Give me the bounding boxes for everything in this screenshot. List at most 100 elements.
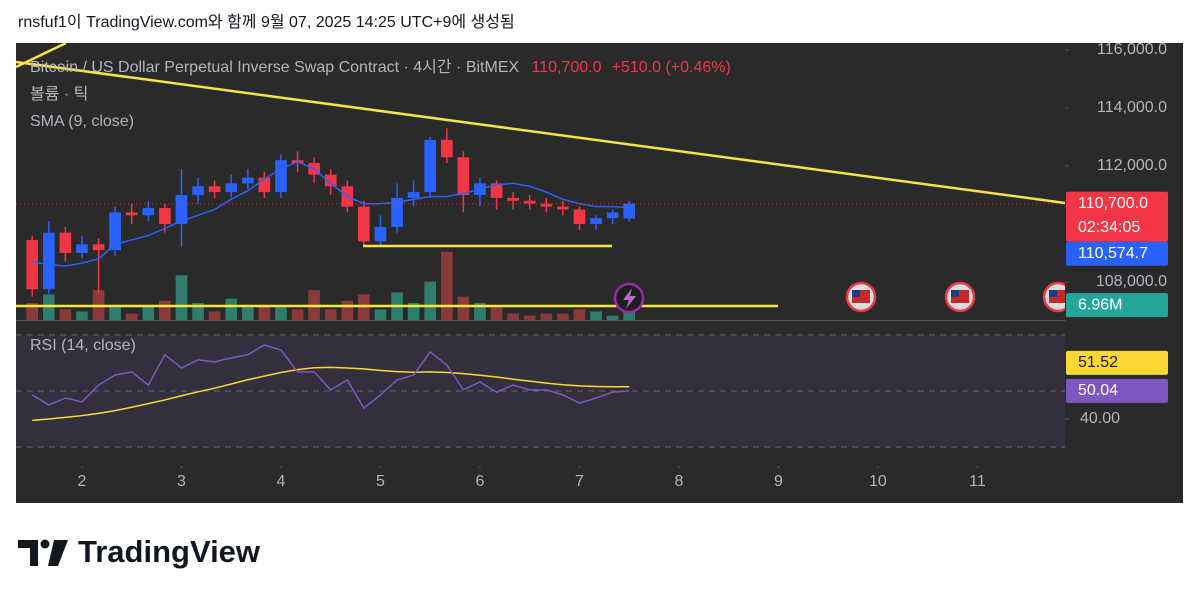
- rsi-ma-label: 51.52: [1078, 354, 1118, 371]
- candle-body: [175, 194, 188, 224]
- x-tick-label: 10: [869, 473, 887, 490]
- volume-bar: [192, 302, 204, 320]
- symbol-title: Bitcoin / US Dollar Perpetual Inverse Sw…: [30, 58, 520, 76]
- volume-bar: [208, 311, 221, 320]
- volume-bar: [225, 298, 238, 320]
- volume-bar: [242, 307, 254, 320]
- candle-body: [43, 232, 55, 290]
- volume-bar: [573, 309, 586, 320]
- candle-body: [92, 244, 105, 251]
- candle-body: [557, 206, 569, 210]
- sma-line: [32, 160, 630, 267]
- y-tick-label: 112,000.0: [1097, 157, 1167, 174]
- volume-bar: [291, 309, 304, 320]
- x-tick-label: 9: [774, 473, 783, 490]
- last-price-box: [1066, 191, 1168, 242]
- candle-body: [192, 186, 204, 195]
- sma-label-box: [1066, 241, 1168, 266]
- candle-body: [242, 177, 254, 184]
- sma-label: 110,574.7: [1078, 245, 1148, 262]
- price-axis: [1065, 43, 1183, 503]
- volume-bar: [125, 313, 138, 320]
- volume-bar: [441, 251, 453, 320]
- candle-body: [76, 244, 88, 253]
- trend-line: [15, 41, 67, 69]
- candle-body: [391, 197, 403, 227]
- rsi-label-box: [1066, 378, 1168, 403]
- candle-body: [424, 139, 437, 193]
- volume-bar: [424, 281, 437, 320]
- candle-body: [159, 208, 171, 224]
- logo: TradingView: [18, 534, 261, 569]
- x-tick-label: 11: [969, 473, 986, 490]
- volume-bar: [490, 307, 503, 320]
- x-tick-label: 8: [674, 473, 683, 490]
- rsi-title: RSI (14, close): [30, 337, 136, 354]
- rsi-ma-label-box: [1066, 350, 1168, 375]
- legend: Bitcoin / US Dollar Perpetual Inverse Sw…: [30, 58, 731, 354]
- candle-body: [225, 183, 238, 193]
- candle-body: [109, 212, 121, 251]
- x-tick-label: 7: [575, 473, 584, 490]
- axis-layer: 2 3 4 5 6 7 8 9 10 11 116,000.0 114,000.0 112,000.0 1…: [78, 41, 1168, 490]
- volume-bar: [590, 311, 602, 320]
- header: rnsfuf1이 TradingView.com와 함께 9월 07, 2025…: [18, 13, 515, 31]
- candle-body: [142, 208, 155, 216]
- candle-body: [125, 212, 138, 216]
- candle-body: [623, 203, 636, 219]
- x-tick-label: 6: [476, 473, 485, 490]
- y-tick-label: 108,000.0: [1096, 273, 1167, 290]
- candle-body: [26, 239, 39, 290]
- rsi-line: [31, 344, 630, 410]
- x-tick-label: 5: [376, 473, 385, 490]
- volume-bar: [175, 275, 188, 320]
- volume-label-box: [1066, 293, 1168, 318]
- volume-bar: [341, 300, 354, 320]
- candle-body: [457, 157, 470, 195]
- candle-body: [441, 139, 453, 158]
- candle-body: [523, 200, 536, 204]
- rsi-label: 50.04: [1078, 382, 1118, 399]
- volume-bar: [109, 307, 121, 320]
- candle-body: [324, 174, 337, 187]
- candle-body: [507, 197, 519, 201]
- logo-text: TradingView: [78, 534, 261, 569]
- candle-body: [606, 212, 619, 219]
- volume-bar: [374, 309, 387, 320]
- volume-bar: [457, 296, 470, 320]
- volume-bar: [324, 309, 337, 320]
- volume-bar: [523, 315, 536, 320]
- volume-bar: [474, 302, 486, 320]
- volume-bar: [76, 311, 88, 320]
- candle-body: [374, 226, 387, 242]
- volume-bar: [606, 315, 619, 320]
- candle-body: [590, 218, 602, 224]
- candle-body: [258, 177, 271, 193]
- volume-bar: [275, 307, 287, 320]
- candle-body: [407, 192, 420, 198]
- trend-line: [15, 60, 1066, 205]
- candle-body: [573, 209, 586, 224]
- candle-body: [490, 183, 503, 198]
- volume-title: 볼륨 · 틱: [30, 85, 88, 103]
- rsi-ma-line: [32, 366, 630, 422]
- volume-bar: [507, 313, 519, 320]
- x-tick-label: 3: [177, 473, 186, 490]
- volume-bar: [142, 305, 155, 320]
- x-tick-label: 4: [277, 473, 286, 490]
- candle-body: [275, 160, 287, 193]
- volume-bar: [540, 313, 553, 320]
- volume-bar: [59, 309, 72, 320]
- last-price-label: 110,700.0: [1078, 195, 1148, 212]
- volume-bar: [407, 302, 420, 320]
- y-tick-label: 116,000.0: [1097, 41, 1167, 58]
- candle-body: [540, 203, 553, 207]
- candle-body: [59, 232, 72, 253]
- rsi-tick-label: 40.00: [1080, 410, 1120, 427]
- x-tick-label: 2: [78, 473, 87, 490]
- price-change: +510.0 (+0.46%): [612, 59, 731, 76]
- candle-body: [358, 206, 370, 242]
- volume-label: 6.96M: [1078, 296, 1122, 313]
- lightning: [623, 288, 636, 309]
